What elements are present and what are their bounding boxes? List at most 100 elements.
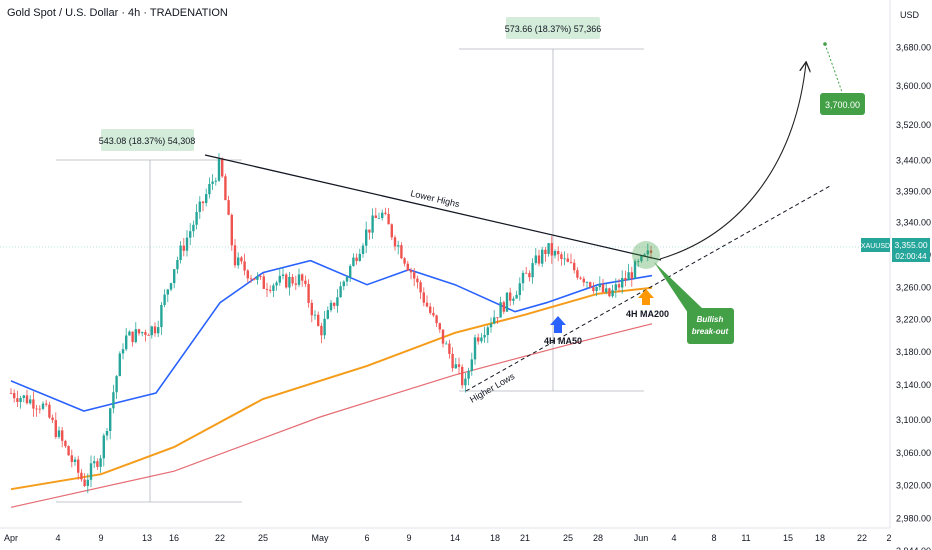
candle-body[interactable] (185, 237, 189, 251)
candle-body[interactable] (432, 312, 435, 316)
candle-body[interactable] (134, 329, 137, 343)
candle-body[interactable] (643, 254, 646, 256)
candle-body[interactable] (406, 263, 409, 271)
candle-body[interactable] (128, 331, 131, 336)
candle-body[interactable] (499, 302, 502, 318)
candle-body[interactable] (163, 294, 166, 305)
candle-body[interactable] (489, 323, 493, 328)
candle-body[interactable] (400, 245, 403, 259)
target-badge[interactable] (820, 93, 865, 115)
candle-body[interactable] (13, 393, 16, 399)
candle-body[interactable] (198, 201, 201, 212)
candle-body[interactable] (493, 317, 496, 324)
candle-body[interactable] (141, 332, 144, 334)
candle-body[interactable] (601, 284, 605, 293)
lower-highs-trendline[interactable] (204, 154, 662, 261)
breakout-circle[interactable] (632, 241, 660, 269)
candle-body[interactable] (393, 237, 397, 247)
candle-body[interactable] (19, 398, 22, 402)
candle-body[interactable] (477, 337, 480, 342)
candle-body[interactable] (38, 408, 41, 410)
candle-body[interactable] (429, 306, 432, 313)
candle-body[interactable] (32, 399, 35, 409)
candle-body[interactable] (269, 289, 272, 291)
candle-body[interactable] (480, 337, 483, 342)
candle-body[interactable] (505, 292, 509, 312)
candle-body[interactable] (256, 276, 259, 280)
candle-body[interactable] (118, 353, 121, 377)
candle-body[interactable] (365, 229, 368, 246)
candle-body[interactable] (582, 278, 585, 283)
candle-body[interactable] (86, 479, 89, 486)
candle-body[interactable] (48, 404, 51, 418)
candle-body[interactable] (29, 399, 32, 404)
candle-body[interactable] (99, 458, 102, 467)
candle-body[interactable] (457, 364, 461, 367)
candle-body[interactable] (611, 290, 614, 297)
candle-body[interactable] (560, 254, 563, 259)
candle-body[interactable] (121, 349, 125, 354)
candle-body[interactable] (211, 181, 214, 184)
candle-body[interactable] (281, 274, 285, 276)
candle-body[interactable] (521, 272, 525, 284)
candle-body[interactable] (595, 287, 598, 291)
candle-body[interactable] (192, 224, 195, 232)
candle-body[interactable] (112, 392, 115, 409)
candle-body[interactable] (515, 294, 518, 299)
candle-body[interactable] (416, 278, 419, 283)
candle-body[interactable] (486, 327, 489, 335)
candle-body[interactable] (409, 270, 413, 273)
candle-body[interactable] (454, 364, 457, 369)
candle-body[interactable] (214, 180, 217, 182)
candle-body[interactable] (361, 245, 365, 254)
candle-body[interactable] (531, 263, 534, 278)
candle-body[interactable] (259, 276, 262, 277)
candle-body[interactable] (384, 212, 387, 214)
candle-body[interactable] (227, 200, 230, 215)
candle-body[interactable] (598, 284, 601, 288)
candle-body[interactable] (25, 395, 29, 404)
candle-body[interactable] (441, 329, 445, 344)
candle-body[interactable] (109, 408, 112, 431)
candle-body[interactable] (35, 408, 38, 410)
candle-body[interactable] (352, 257, 355, 266)
candle-body[interactable] (541, 249, 544, 264)
candle-body[interactable] (233, 245, 237, 266)
candle-body[interactable] (137, 329, 141, 334)
candle-body[interactable] (464, 378, 467, 386)
candle-body[interactable] (221, 158, 224, 177)
candle-body[interactable] (166, 289, 169, 295)
candle-body[interactable] (320, 325, 323, 336)
candle-body[interactable] (201, 201, 205, 204)
candle-body[interactable] (390, 224, 393, 238)
ma200-line[interactable] (10, 286, 653, 491)
candle-body[interactable] (525, 272, 528, 274)
candle-body[interactable] (310, 302, 313, 316)
candle-body[interactable] (537, 255, 541, 264)
candle-body[interactable] (272, 285, 275, 291)
candle-body[interactable] (93, 461, 96, 464)
candle-body[interactable] (179, 245, 182, 260)
candle-body[interactable] (253, 278, 256, 280)
candle-body[interactable] (467, 371, 470, 379)
candle-body[interactable] (576, 270, 579, 278)
candle-body[interactable] (83, 479, 86, 487)
candle-body[interactable] (336, 297, 339, 306)
candle-body[interactable] (646, 250, 649, 255)
candle-body[interactable] (54, 420, 57, 437)
candle-body[interactable] (131, 331, 134, 343)
candle-body[interactable] (518, 283, 521, 295)
candle-body[interactable] (461, 366, 464, 386)
candle-body[interactable] (288, 277, 291, 288)
candle-body[interactable] (294, 283, 297, 285)
candle-body[interactable] (403, 258, 406, 264)
candle-body[interactable] (224, 176, 227, 201)
candle-body[interactable] (358, 253, 361, 261)
candle-body[interactable] (153, 326, 157, 334)
candle-body[interactable] (473, 337, 477, 360)
candle-body[interactable] (307, 284, 310, 303)
candle-body[interactable] (147, 335, 150, 336)
candle-body[interactable] (605, 288, 608, 293)
candle-body[interactable] (502, 302, 505, 312)
candle-body[interactable] (419, 282, 422, 293)
